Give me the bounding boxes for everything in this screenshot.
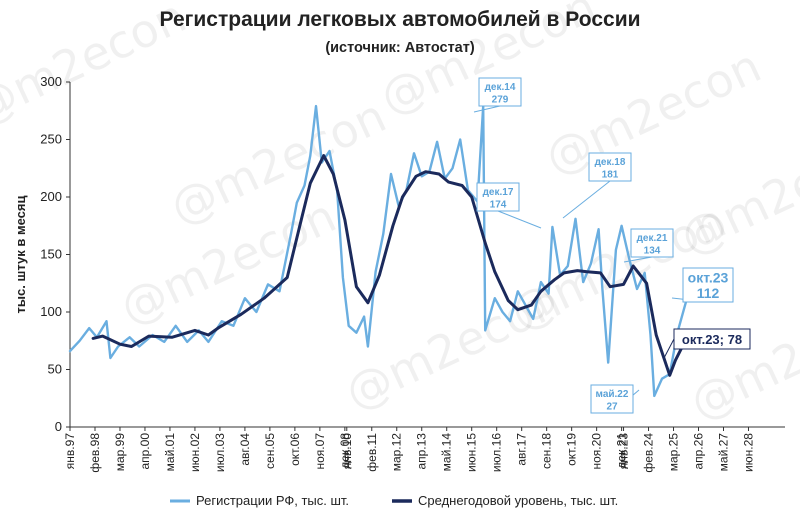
annotation-box — [682, 267, 734, 303]
x-tick-label: янв.23 — [617, 433, 631, 470]
annotation-value: 27 — [606, 402, 618, 413]
legend: Регистрации РФ, тыс. шт. Среднегодовой ур… — [170, 493, 618, 508]
x-tick-label: июл.16 — [490, 433, 504, 472]
annotation-box — [630, 228, 674, 258]
annotation-box — [588, 152, 632, 182]
series-line-annual-average — [91, 154, 689, 377]
x-tick-label: мар.12 — [390, 433, 404, 472]
annotation-2: дек.18 181 — [562, 152, 632, 219]
y-axis-label: тыс. штук в месяц — [13, 196, 28, 314]
annotation-label: дек.18 — [595, 157, 626, 168]
annotation-6: окт.23; 78 — [663, 328, 751, 359]
annotation-box — [476, 182, 520, 212]
annotation-value: 181 — [602, 170, 619, 181]
x-tick-label: июн.28 — [741, 433, 755, 472]
x-tick-label: сен.18 — [540, 433, 554, 469]
x-tick-label: сен.05 — [263, 433, 277, 469]
x-tick-label: июн.15 — [465, 433, 479, 472]
annotation-label: дек.21 — [637, 233, 668, 244]
annotation-0: дек.14 279 — [473, 77, 522, 113]
x-tick-label: мар.99 — [113, 433, 127, 472]
x-tick-label: мар.25 — [667, 433, 681, 472]
y-tick-label: 0 — [55, 419, 62, 434]
x-tick-label: авг.04 — [238, 433, 252, 466]
x-tick-label: фев.98 — [88, 433, 102, 473]
annotation-value: 112 — [697, 285, 720, 301]
x-tick-label: апр.00 — [138, 433, 152, 470]
y-tick-label: 250 — [40, 132, 62, 147]
annotation-leader — [623, 256, 653, 263]
annotation-box — [590, 384, 634, 414]
annotation-box — [673, 328, 751, 350]
watermark-text: @m2econ — [672, 118, 800, 265]
axes: 0 50 100 150 200 250 300 янв.97 фев.98 мар.99 апр.… — [13, 74, 785, 473]
annotation-label: окт.23 — [688, 269, 729, 285]
x-tick-label: июн.02 — [188, 433, 202, 472]
x-tick-label: май.27 — [716, 433, 730, 472]
annotation-label: дек.14 — [485, 82, 516, 93]
x-tick-label: ноя.07 — [313, 433, 327, 470]
watermark-text: @m2econ — [0, 0, 194, 135]
x-tick-label: авг.17 — [515, 433, 529, 466]
x-tick-label: дек.21 — [615, 433, 629, 469]
chart-subtitle: (источник: Автостат) — [325, 40, 475, 56]
x-tick-label: фев.11 — [365, 433, 379, 472]
annotation-value: 174 — [490, 200, 507, 211]
x-tick-label: окт.19 — [565, 433, 579, 466]
x-tick-label: янв.97 — [63, 433, 77, 470]
annotation-layer: дек.14 279 дек.17 174 дек.18 181 дек.21 134 май.… — [473, 77, 751, 414]
y-tick-label: 300 — [40, 74, 62, 89]
watermark-text: @m2econ — [682, 283, 800, 430]
annotation-leader — [473, 105, 501, 113]
x-tick-label: дек.08 — [338, 433, 352, 469]
x-tick-label: май.14 — [440, 433, 454, 472]
annotation-1: дек.17 174 — [476, 182, 542, 229]
y-tick-label: 50 — [48, 362, 62, 377]
x-tick-label: янв.10 — [340, 433, 354, 470]
watermark-layer: @m2econ@m2econ@m2econ@m2econ@m2econ@m2ec… — [0, 0, 800, 430]
annotation-leader — [562, 180, 611, 219]
y-tick-label: 150 — [40, 247, 62, 262]
series-layer — [68, 104, 689, 398]
legend-label: Среднегодовой уровень, тыс. шт. — [418, 493, 618, 508]
annotation-leader — [663, 338, 675, 359]
annotation-leader — [497, 210, 542, 229]
annotation-label: дек.17 — [483, 187, 514, 198]
x-tick-label: окт.06 — [288, 433, 302, 466]
x-tick-label: июл.03 — [213, 433, 227, 472]
x-tick-label: фев.24 — [642, 433, 656, 473]
legend-label: Регистрации РФ, тыс. шт. — [196, 493, 349, 508]
annotation-box — [478, 77, 522, 107]
x-tick-label: апр.26 — [692, 433, 706, 470]
x-tick-label: ноя.20 — [590, 433, 604, 470]
annotation-value: 134 — [644, 246, 661, 257]
x-tick-label: апр.13 — [415, 433, 429, 470]
y-tick-label: 100 — [40, 304, 62, 319]
x-tick-label: май.01 — [163, 433, 177, 472]
annotation-3: дек.21 134 — [623, 228, 674, 263]
annotation-value: 279 — [492, 95, 509, 106]
y-tick-label: 200 — [40, 189, 62, 204]
annotation-4: май.22 27 — [590, 384, 640, 414]
annotation-label: окт.23; 78 — [682, 332, 742, 347]
watermark-text: @m2econ — [537, 38, 769, 185]
chart-title: Регистрации легковых автомобилей в Росси… — [159, 8, 641, 31]
annotation-label: май.22 — [596, 389, 629, 400]
